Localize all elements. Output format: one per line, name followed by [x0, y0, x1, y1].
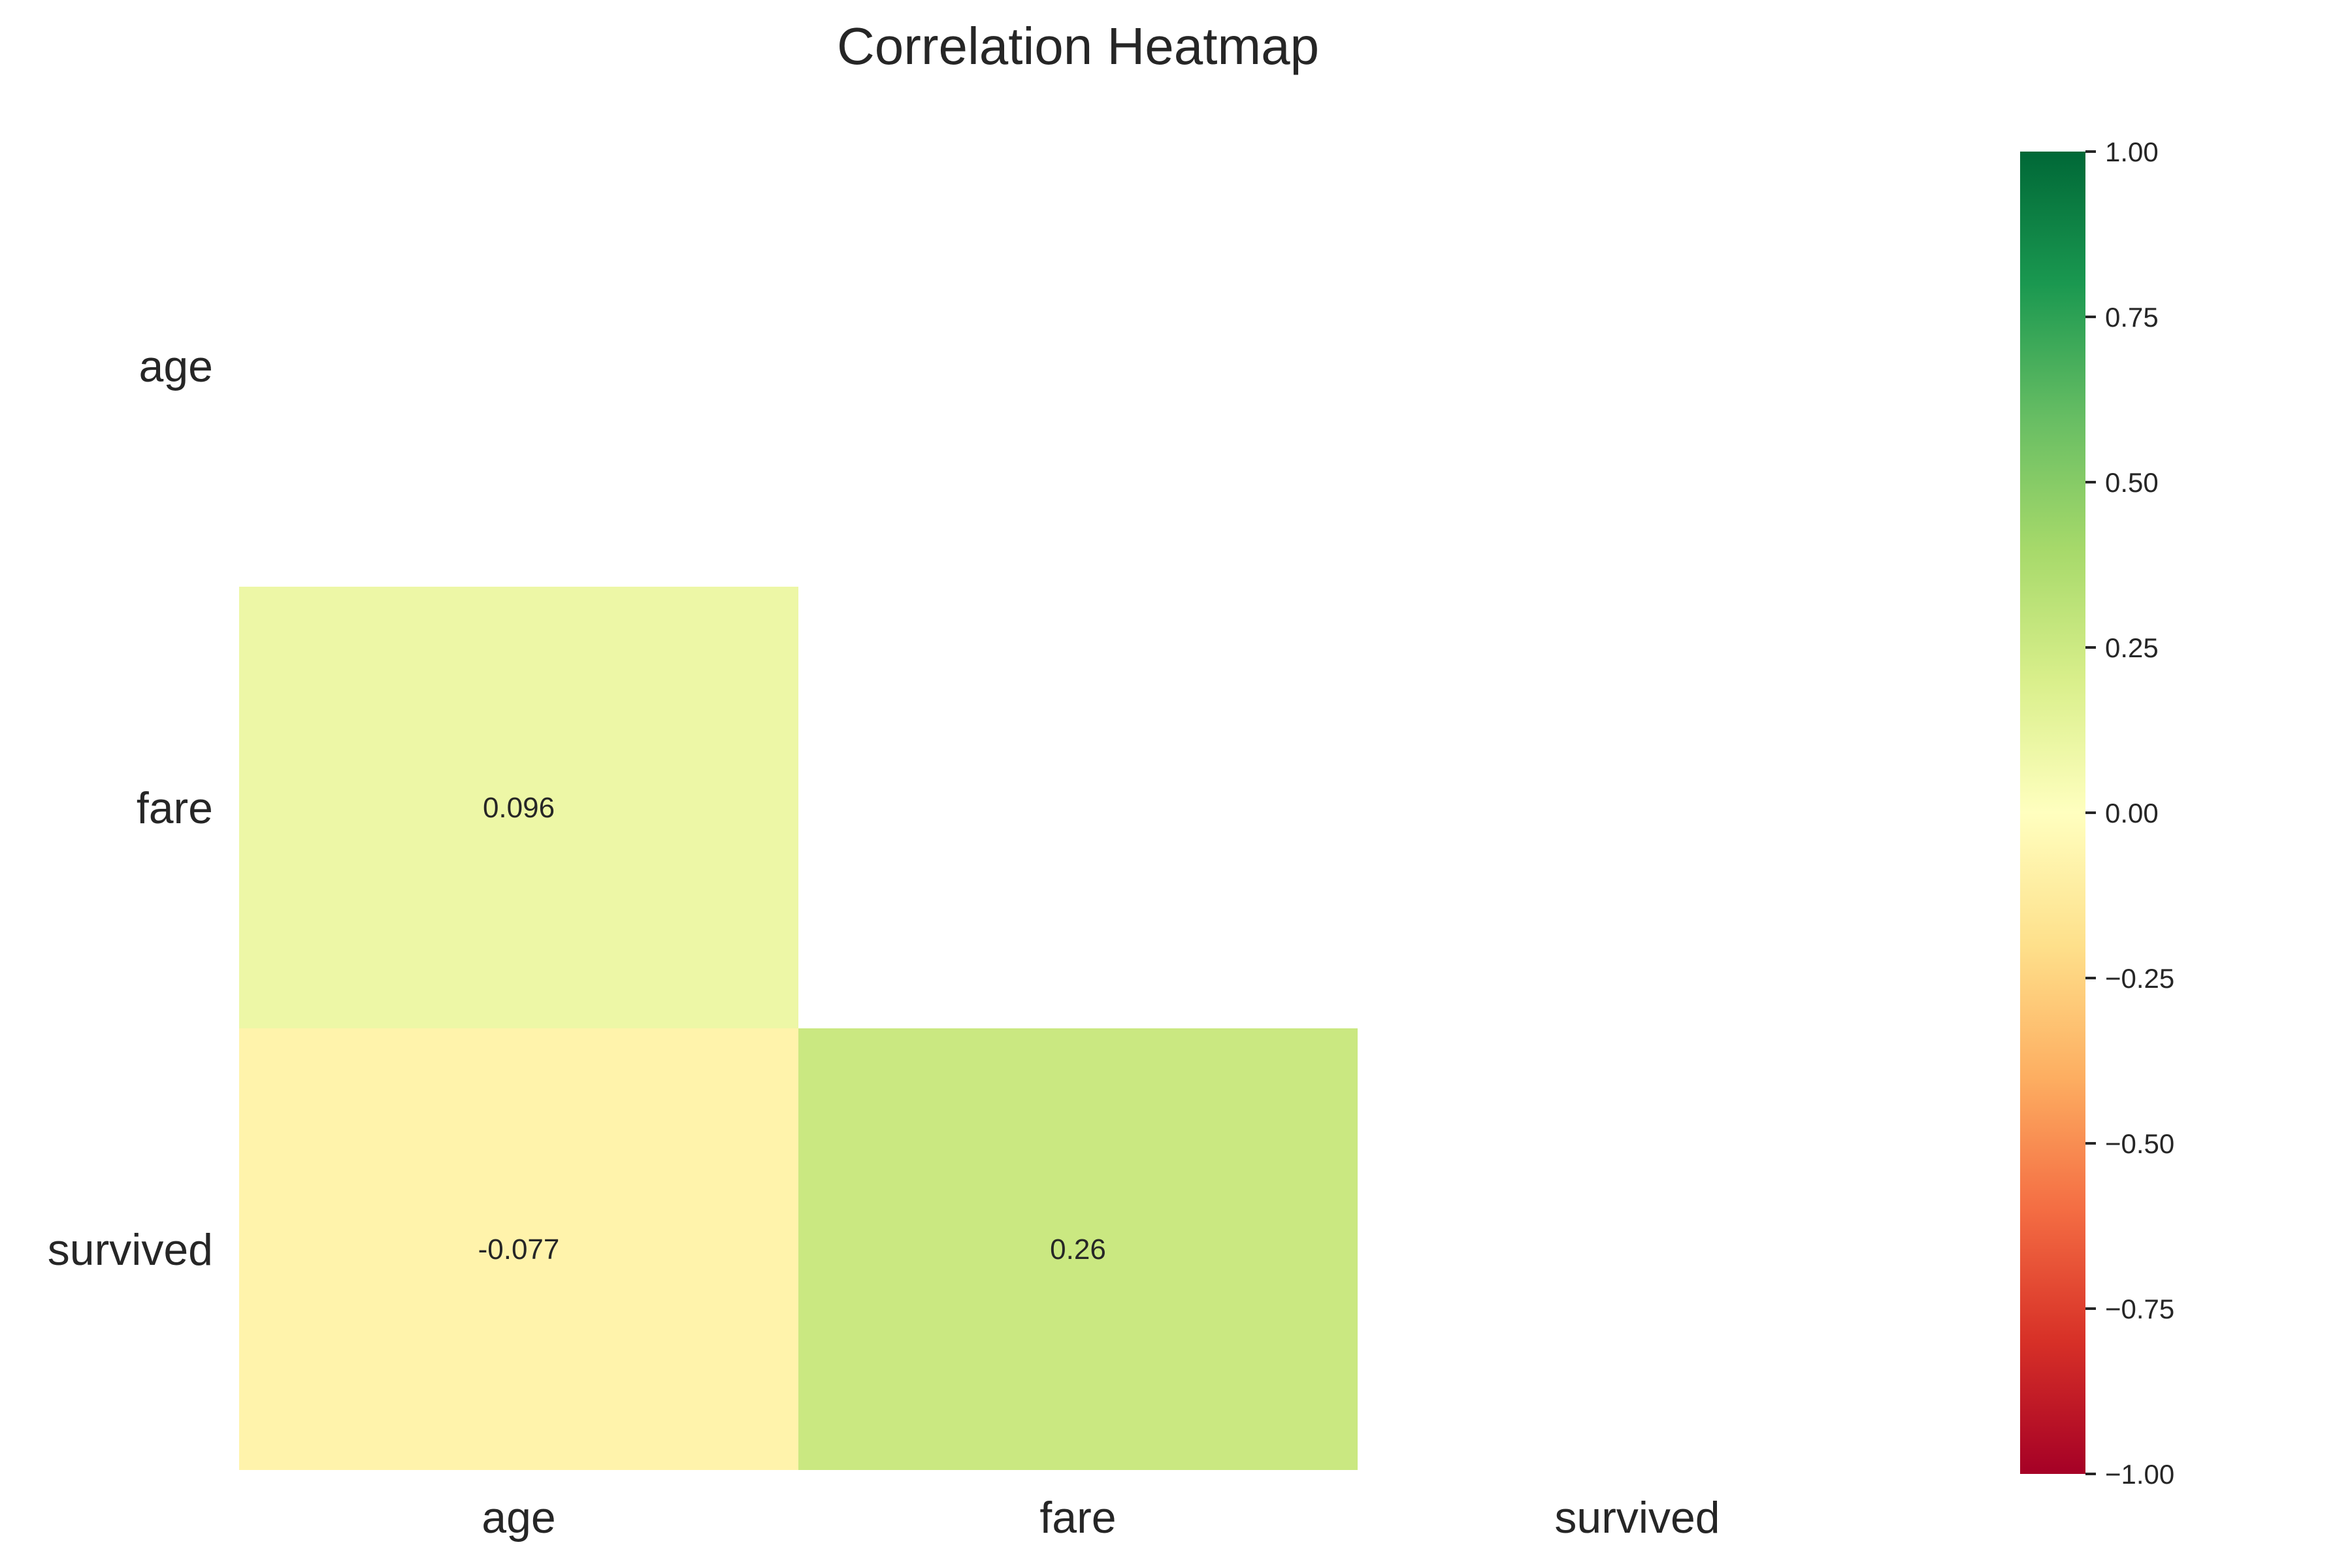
colorbar-tick-label: 0.75 [2105, 302, 2159, 333]
heatmap-cell-survived-age [239, 1028, 798, 1470]
heatmap-cell-fare-age [239, 587, 798, 1028]
x-tick-label: age [482, 1493, 555, 1543]
cell-annotation: -0.077 [478, 1233, 560, 1266]
y-tick-label: age [139, 342, 213, 391]
colorbar-tick-label: 0.00 [2105, 798, 2159, 828]
x-tick-label: survived [1554, 1493, 1720, 1543]
colorbar-tick-label: −0.50 [2105, 1128, 2174, 1159]
x-tick-label: fare [1039, 1493, 1116, 1543]
colorbar-gradient [2020, 152, 2085, 1474]
y-axis-labels: age fare survived [48, 342, 213, 1275]
colorbar-tick-label: 0.50 [2105, 467, 2159, 498]
cell-annotation: 0.26 [1050, 1233, 1106, 1266]
heatmap-annotations: 0.096 -0.077 0.26 [478, 792, 1106, 1266]
heatmap-cell-survived-fare [798, 1028, 1358, 1470]
colorbar: 1.00 0.75 0.50 0.25 0.00 −0.25 −0.50 −0.75 −1.00 [2020, 137, 2174, 1490]
y-tick-label: fare [137, 783, 213, 833]
colorbar-tick-label: −0.75 [2105, 1294, 2174, 1324]
colorbar-tick-label: −0.25 [2105, 963, 2174, 994]
colorbar-tick-label: 1.00 [2105, 137, 2159, 167]
colorbar-tick-label: 0.25 [2105, 632, 2159, 663]
y-tick-label: survived [48, 1225, 213, 1275]
x-axis-labels: age fare survived [482, 1493, 1720, 1543]
colorbar-tick-label: −1.00 [2105, 1459, 2174, 1490]
chart-title: Correlation Heatmap [837, 17, 1319, 75]
heatmap-cells [239, 587, 1358, 1470]
cell-annotation: 0.096 [483, 792, 555, 824]
